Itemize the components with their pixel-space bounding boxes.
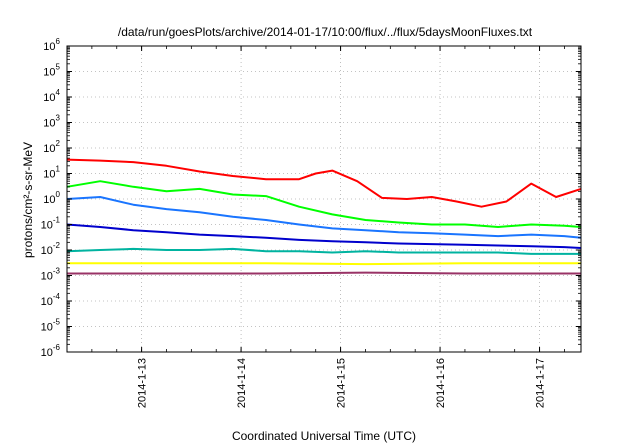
x-axis-title: Coordinated Universal Time (UTC): [232, 429, 416, 443]
y-tick-label: 10-6: [41, 343, 61, 359]
y-tick-label: 103: [43, 114, 60, 130]
ticks: [66, 45, 581, 353]
y-tick-label: 10-4: [41, 292, 61, 308]
y-tick-label: 10-2: [41, 241, 61, 257]
y-tick-label: 101: [43, 165, 60, 181]
x-tick-label: 2014-1-14: [236, 358, 248, 408]
x-tick-labels: 2014-1-13 2014-1-14 2014-1-15 2014-1-16 2014…: [137, 358, 547, 408]
y-tick-label: 105: [43, 63, 60, 79]
y-tick-labels: 10-6 10-5 10-4 10-3 10-2 10-1 100 101 102 103 104 1…: [41, 37, 61, 359]
series-layer: [66, 158, 582, 275]
y-tick-label: 106: [43, 37, 60, 53]
y-tick-label: 10-1: [41, 216, 61, 232]
y-tick-label: 102: [43, 139, 60, 155]
grid: [67, 46, 581, 352]
chart-title: /data/run/goesPlots/archive/2014-01-17/1…: [118, 25, 533, 39]
x-tick-label: 2014-1-16: [435, 358, 447, 408]
y-tick-label: 10-3: [41, 267, 61, 283]
x-tick-label: 2014-1-13: [137, 358, 149, 408]
series-line-1: [66, 158, 582, 208]
y-tick-label: 10-5: [41, 318, 61, 334]
series-line-6: [67, 262, 581, 266]
series-line-2: [66, 180, 582, 228]
series-line-7: [67, 271, 581, 275]
y-axis-title: protons/cm²-s-sr-MeV: [21, 142, 35, 258]
x-tick-label: 2014-1-15: [336, 358, 348, 408]
y-tick-label: 100: [43, 190, 60, 206]
series-line-3: [66, 196, 582, 239]
y-tick-label: 104: [43, 88, 60, 104]
x-tick-label: 2014-1-17: [535, 358, 547, 408]
series-line-5: [66, 247, 581, 255]
series-line-4: [66, 223, 582, 249]
